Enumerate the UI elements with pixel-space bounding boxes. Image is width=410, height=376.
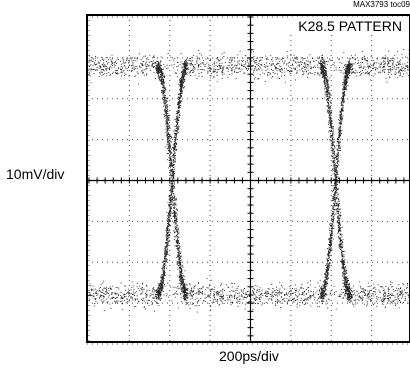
center-axes [87,15,410,342]
title-background [290,17,409,35]
eye-trace [88,49,410,313]
y-axis-label: 10mV/div [6,166,65,182]
chart-title: K28.5 PATTERN [298,18,402,34]
x-axis-label: 200ps/div [219,348,279,364]
eye-trace-dots [88,49,410,313]
figure-id-label: MAX3793 toc09 [353,0,410,9]
